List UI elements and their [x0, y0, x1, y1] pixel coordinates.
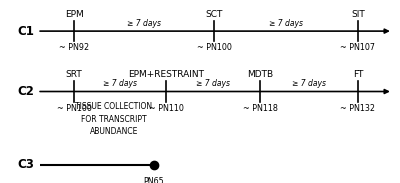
Text: C1: C1 — [17, 25, 34, 38]
Text: ~ PN92: ~ PN92 — [59, 43, 89, 52]
Text: EPM+RESTRAINT: EPM+RESTRAINT — [128, 70, 204, 79]
Text: ~ PN100: ~ PN100 — [196, 43, 232, 52]
Text: EPM: EPM — [65, 10, 83, 19]
Text: ~ PN132: ~ PN132 — [340, 104, 376, 113]
Text: TISSUE COLLECTION
FOR TRANSCRIPT
ABUNDANCE: TISSUE COLLECTION FOR TRANSCRIPT ABUNDAN… — [76, 102, 152, 137]
Text: ≥ 7 days: ≥ 7 days — [269, 19, 303, 28]
Text: ≥ 7 days: ≥ 7 days — [127, 19, 161, 28]
Text: ≥ 7 days: ≥ 7 days — [196, 79, 230, 88]
Text: SRT: SRT — [66, 70, 82, 79]
Text: SIT: SIT — [351, 10, 365, 19]
Text: ≥ 7 days: ≥ 7 days — [292, 79, 326, 88]
Text: ~ PN118: ~ PN118 — [242, 104, 278, 113]
Text: ≥ 7 days: ≥ 7 days — [103, 79, 137, 88]
Text: SCT: SCT — [205, 10, 223, 19]
Text: ~ PN100: ~ PN100 — [56, 104, 92, 113]
Text: FT: FT — [353, 70, 363, 79]
Text: PN65: PN65 — [144, 177, 164, 183]
Text: MDTB: MDTB — [247, 70, 273, 79]
Text: C2: C2 — [17, 85, 34, 98]
Text: ~ PN107: ~ PN107 — [340, 43, 376, 52]
Text: ~ PN110: ~ PN110 — [148, 104, 184, 113]
Text: C3: C3 — [17, 158, 34, 171]
